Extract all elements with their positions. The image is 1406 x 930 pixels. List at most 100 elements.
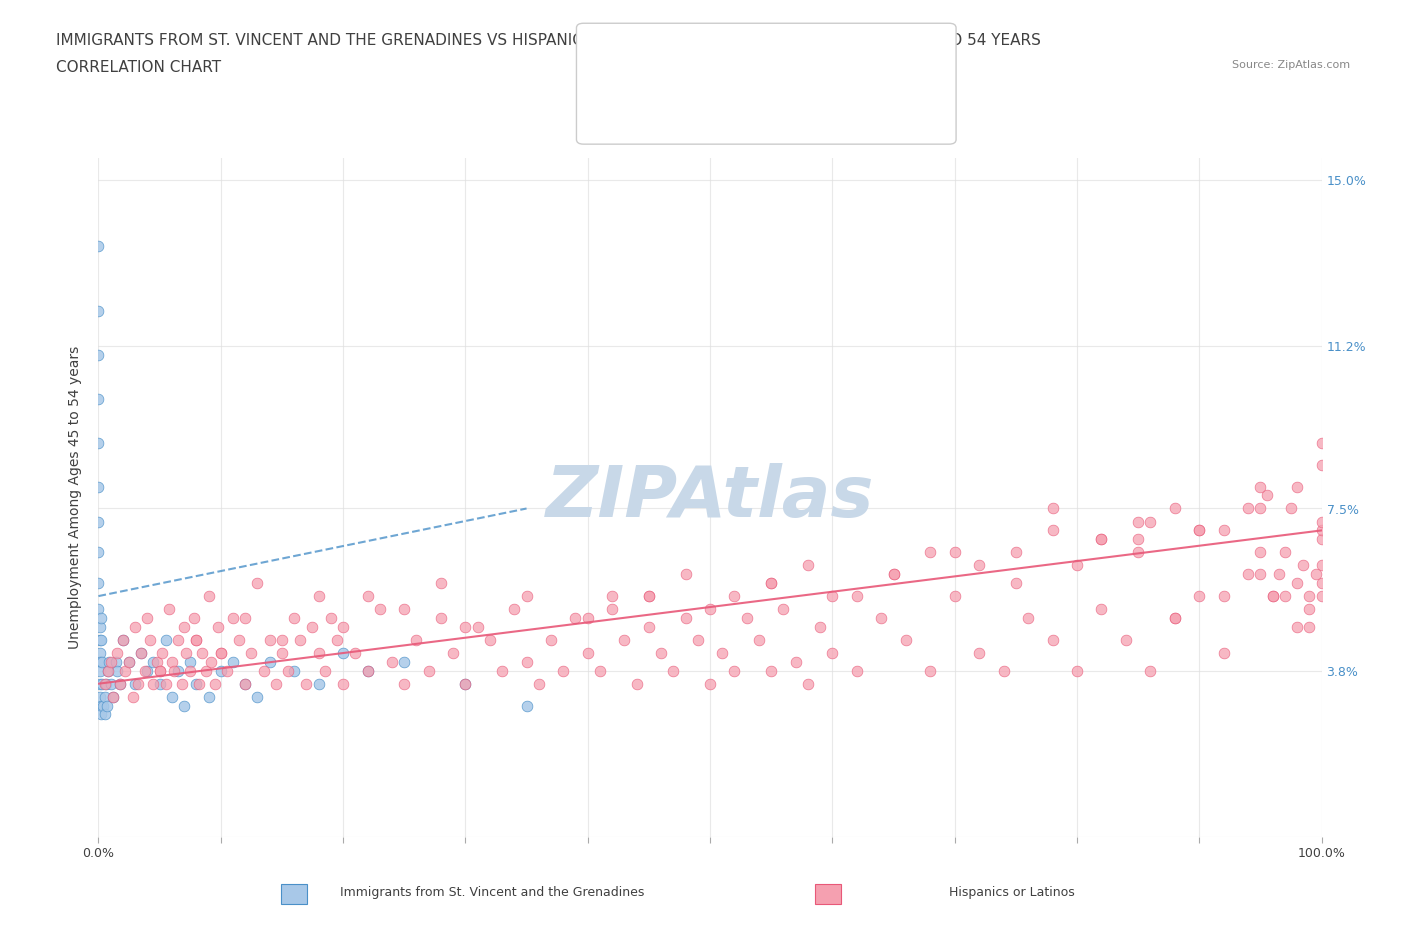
Point xyxy=(89,619,111,634)
Point xyxy=(191,645,214,660)
Point xyxy=(735,611,758,626)
Point xyxy=(283,663,305,678)
Point xyxy=(845,589,868,604)
Point xyxy=(516,655,538,670)
Point xyxy=(467,619,489,634)
Point xyxy=(129,645,152,660)
Point xyxy=(167,663,190,678)
Point xyxy=(246,689,269,704)
Point xyxy=(1298,619,1320,634)
Point xyxy=(87,435,110,450)
Point xyxy=(797,676,820,691)
Point xyxy=(845,663,868,678)
Point xyxy=(1042,632,1064,647)
Point xyxy=(96,698,118,713)
Point xyxy=(170,676,193,691)
Point xyxy=(785,655,807,670)
Point xyxy=(454,676,477,691)
Point xyxy=(600,602,623,617)
Point xyxy=(87,479,110,494)
Point xyxy=(430,576,453,591)
Point xyxy=(121,689,143,704)
Point xyxy=(1128,545,1150,560)
Point xyxy=(259,632,281,647)
Point xyxy=(197,589,219,604)
Point xyxy=(204,676,226,691)
Point xyxy=(1310,589,1333,604)
Point xyxy=(173,619,195,634)
Point xyxy=(1310,435,1333,450)
Point xyxy=(105,645,128,660)
Point xyxy=(1066,663,1088,678)
Point xyxy=(821,589,844,604)
Point xyxy=(1286,576,1309,591)
Point xyxy=(1310,523,1333,538)
Point xyxy=(540,632,562,647)
Point xyxy=(576,611,599,626)
Point xyxy=(222,611,245,626)
Point xyxy=(124,676,146,691)
Point xyxy=(101,689,124,704)
Text: 200: 200 xyxy=(808,86,846,104)
Point xyxy=(93,689,115,704)
Point xyxy=(277,663,299,678)
Point xyxy=(1066,558,1088,573)
Point xyxy=(1310,514,1333,529)
Point xyxy=(283,611,305,626)
Point xyxy=(491,663,513,678)
Point xyxy=(90,698,112,713)
Text: CORRELATION CHART: CORRELATION CHART xyxy=(56,60,221,75)
Point xyxy=(308,589,330,604)
Point xyxy=(142,655,165,670)
Point xyxy=(110,676,132,691)
Point xyxy=(173,698,195,713)
Point xyxy=(1212,645,1234,660)
Point xyxy=(368,602,391,617)
Point xyxy=(589,663,612,678)
Point xyxy=(516,698,538,713)
Point xyxy=(155,676,177,691)
Point xyxy=(723,663,745,678)
Text: R = 0.102: R = 0.102 xyxy=(640,48,730,67)
Point xyxy=(326,632,349,647)
Point xyxy=(101,689,124,704)
Point xyxy=(167,632,190,647)
Point xyxy=(392,655,416,670)
Point xyxy=(93,707,115,722)
Point xyxy=(114,663,136,678)
Point xyxy=(381,655,404,670)
Point xyxy=(89,632,111,647)
Point xyxy=(454,676,477,691)
Point xyxy=(1310,532,1333,547)
Point xyxy=(97,663,120,678)
Point xyxy=(808,619,831,634)
Point xyxy=(233,676,256,691)
Point xyxy=(920,545,942,560)
Point xyxy=(1004,545,1026,560)
Point xyxy=(613,632,636,647)
Point xyxy=(332,676,354,691)
Point xyxy=(1164,611,1187,626)
Point xyxy=(1261,589,1284,604)
Point xyxy=(87,304,110,319)
Point xyxy=(967,645,990,660)
Point xyxy=(1274,589,1296,604)
Point xyxy=(1261,589,1284,604)
Point xyxy=(87,392,110,406)
Point xyxy=(110,676,132,691)
Point xyxy=(129,645,152,660)
Point xyxy=(1292,558,1315,573)
Point xyxy=(686,632,709,647)
Point xyxy=(761,663,783,678)
Point xyxy=(104,655,127,670)
Point xyxy=(883,566,905,581)
Point xyxy=(160,689,183,704)
Point xyxy=(89,663,111,678)
Point xyxy=(356,663,378,678)
Point xyxy=(314,663,336,678)
Point xyxy=(89,676,111,691)
Point xyxy=(761,576,783,591)
Point xyxy=(503,602,526,617)
Point xyxy=(270,645,294,660)
Point xyxy=(1017,611,1039,626)
